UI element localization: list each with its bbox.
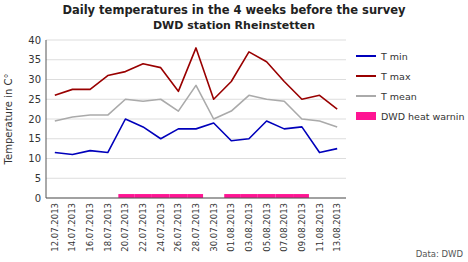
line <box>55 48 337 109</box>
x-tick-label: 01.08.2013 <box>226 203 236 252</box>
grid-line <box>46 79 346 80</box>
heat-warning-bar <box>152 194 170 198</box>
grid-line <box>46 59 346 60</box>
heat-warning-bar <box>170 194 188 198</box>
x-tick-label: 03.08.2013 <box>244 203 254 252</box>
grid-line <box>46 198 346 199</box>
y-tick-label: 15 <box>28 133 41 144</box>
x-tick-label: 07.08.2013 <box>279 203 289 252</box>
x-tick-label: 30.07.2013 <box>209 203 219 252</box>
heat-warning-bar <box>275 194 293 198</box>
heat-warning-bar <box>118 194 134 198</box>
x-tick-label: 20.07.2013 <box>120 203 130 252</box>
lines <box>55 48 337 155</box>
grid-line <box>46 138 346 139</box>
x-tick-label: 13.08.2013 <box>332 203 342 252</box>
legend-label: T max <box>380 71 411 82</box>
heat-warning-bar <box>134 194 152 198</box>
x-tick-label: 12.07.2013 <box>50 203 60 252</box>
x-tick-label: 22.07.2013 <box>138 203 148 252</box>
line <box>55 119 337 155</box>
heat-warning-bar <box>187 194 203 198</box>
legend-label: T mean <box>380 91 417 102</box>
x-axis: 12.07.2013 14.07.2013 16.07.2013 18.07.2013… <box>50 203 342 252</box>
x-tick-label: 11.08.2013 <box>315 203 325 252</box>
grid-line <box>46 40 346 41</box>
legend-swatch <box>356 55 376 57</box>
plot-area <box>55 48 337 198</box>
subtitle: DWD station Rheinstetten <box>153 19 315 32</box>
legend: T min T max T mean DWD heat warnin <box>356 51 465 122</box>
legend-swatch <box>356 112 376 120</box>
y-axis: 0 5 10 15 20 25 30 35 40 <box>28 35 346 204</box>
y-tick-label: 40 <box>28 35 41 46</box>
grid-line <box>46 158 346 159</box>
y-tick-label: 5 <box>35 173 41 184</box>
heat-warning-bar <box>293 194 309 198</box>
y-tick-label: 10 <box>28 153 41 164</box>
chart: Daily temperatures in the 4 weeks before… <box>0 0 468 262</box>
x-tick-label: 26.07.2013 <box>173 203 183 252</box>
y-tick-label: 20 <box>28 114 41 125</box>
y-tick-label: 25 <box>28 94 41 105</box>
heat-warning-bar <box>224 194 240 198</box>
legend-label: T min <box>380 51 408 62</box>
legend-label: DWD heat warnin <box>381 111 465 122</box>
x-tick-label: 18.07.2013 <box>103 203 113 252</box>
x-tick-label: 14.07.2013 <box>67 203 77 252</box>
x-tick-label: 24.07.2013 <box>156 203 166 252</box>
legend-swatch <box>356 75 376 77</box>
title: Daily temperatures in the 4 weeks before… <box>62 3 406 17</box>
x-tick-label: 16.07.2013 <box>85 203 95 252</box>
y-axis-line <box>46 40 47 198</box>
heat-warning-bar <box>258 194 276 198</box>
grid-line <box>46 178 346 179</box>
line <box>55 85 337 126</box>
y-axis-label: Temperature in C° <box>3 74 14 166</box>
y-tick-label: 0 <box>35 193 41 204</box>
y-tick-label: 35 <box>28 54 41 65</box>
x-axis-line <box>46 198 346 199</box>
y-tick-label: 30 <box>28 74 41 85</box>
heat-warning-bar <box>240 194 258 198</box>
x-tick-label: 09.08.2013 <box>297 203 307 252</box>
source-note: Data: DWD <box>416 249 464 259</box>
legend-swatch <box>356 95 376 97</box>
bars <box>118 194 309 198</box>
x-tick-label: 05.08.2013 <box>262 203 272 252</box>
x-tick-label: 28.07.2013 <box>191 203 201 252</box>
